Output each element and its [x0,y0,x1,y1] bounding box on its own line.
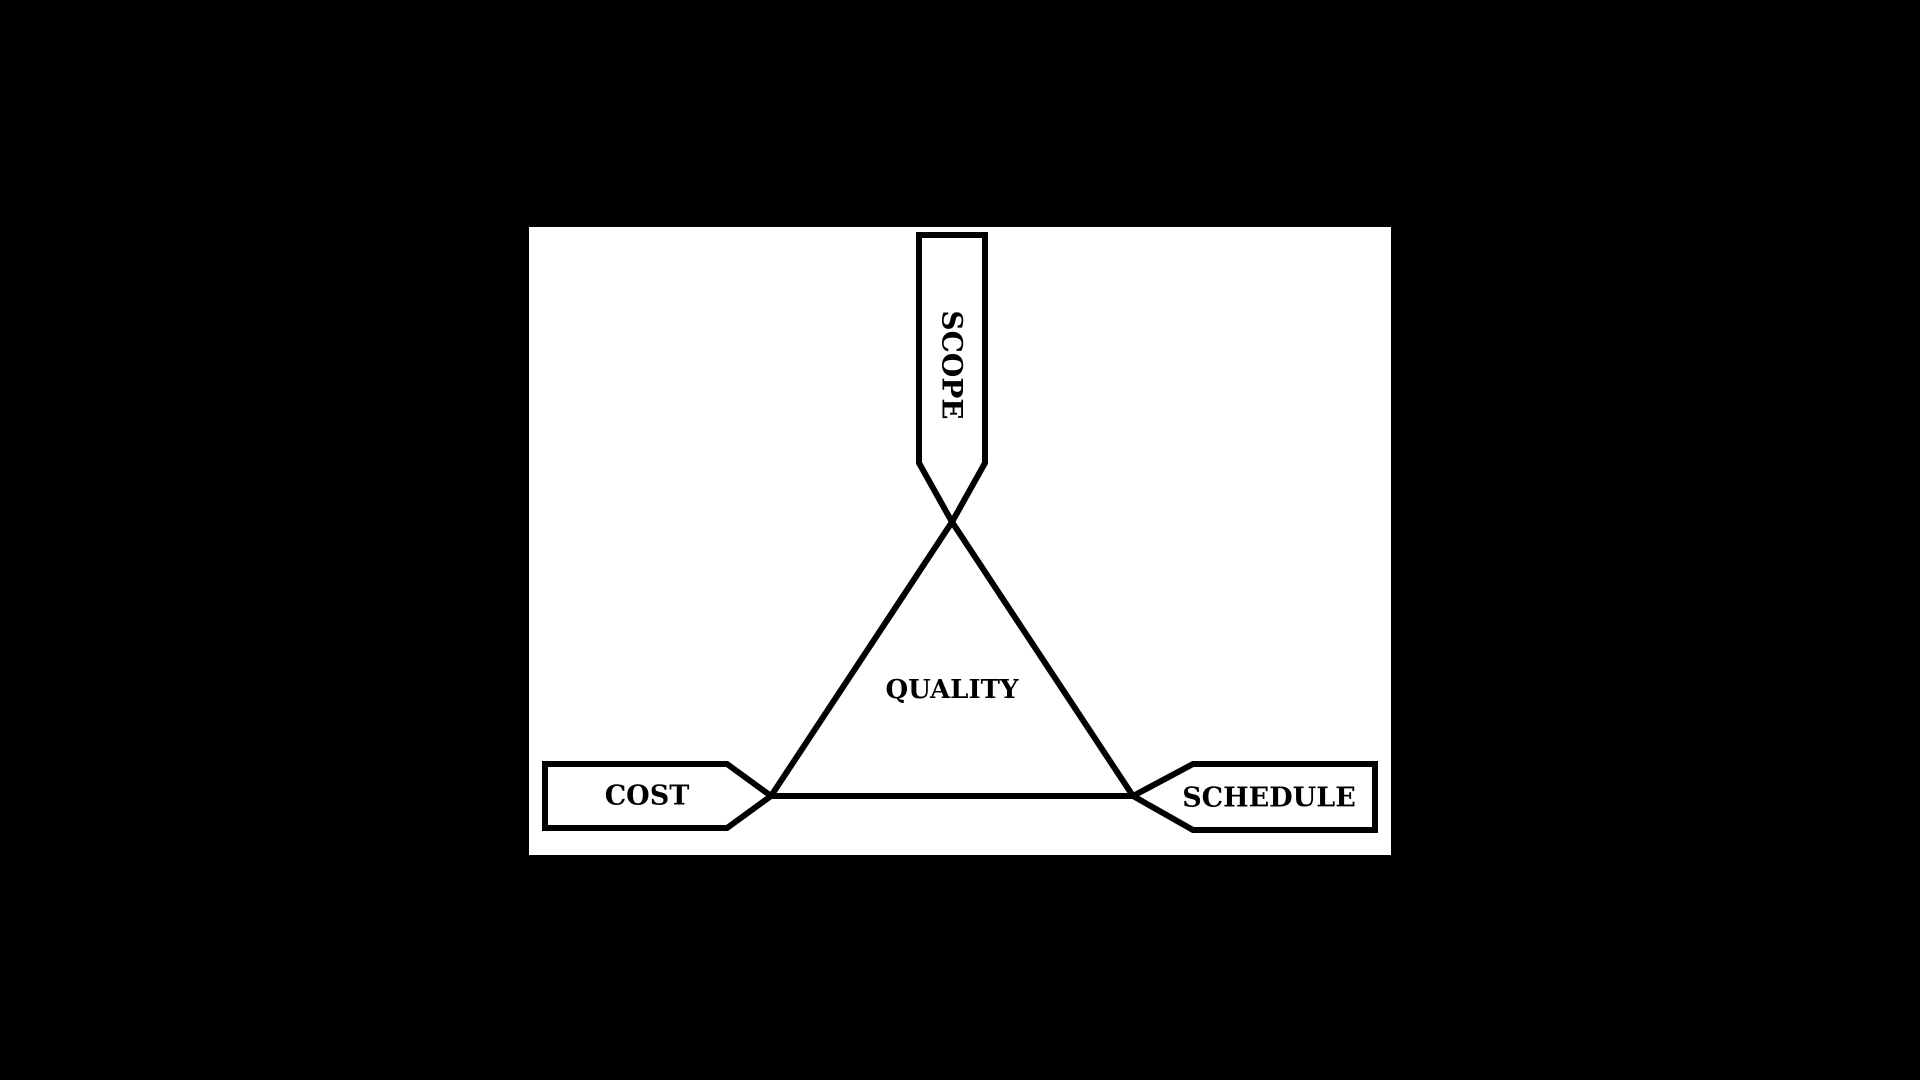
quality-label: QUALITY [885,675,1018,705]
schedule-label: SCHEDULE [1182,783,1356,814]
scope-label: SCOPE [936,310,969,419]
cost-label: COST [605,781,690,812]
schedule-arrow-tag [1126,761,1378,833]
quality-triangle [765,516,1139,799]
scope-arrow-tag [916,232,988,529]
cost-arrow-tag [542,761,777,831]
